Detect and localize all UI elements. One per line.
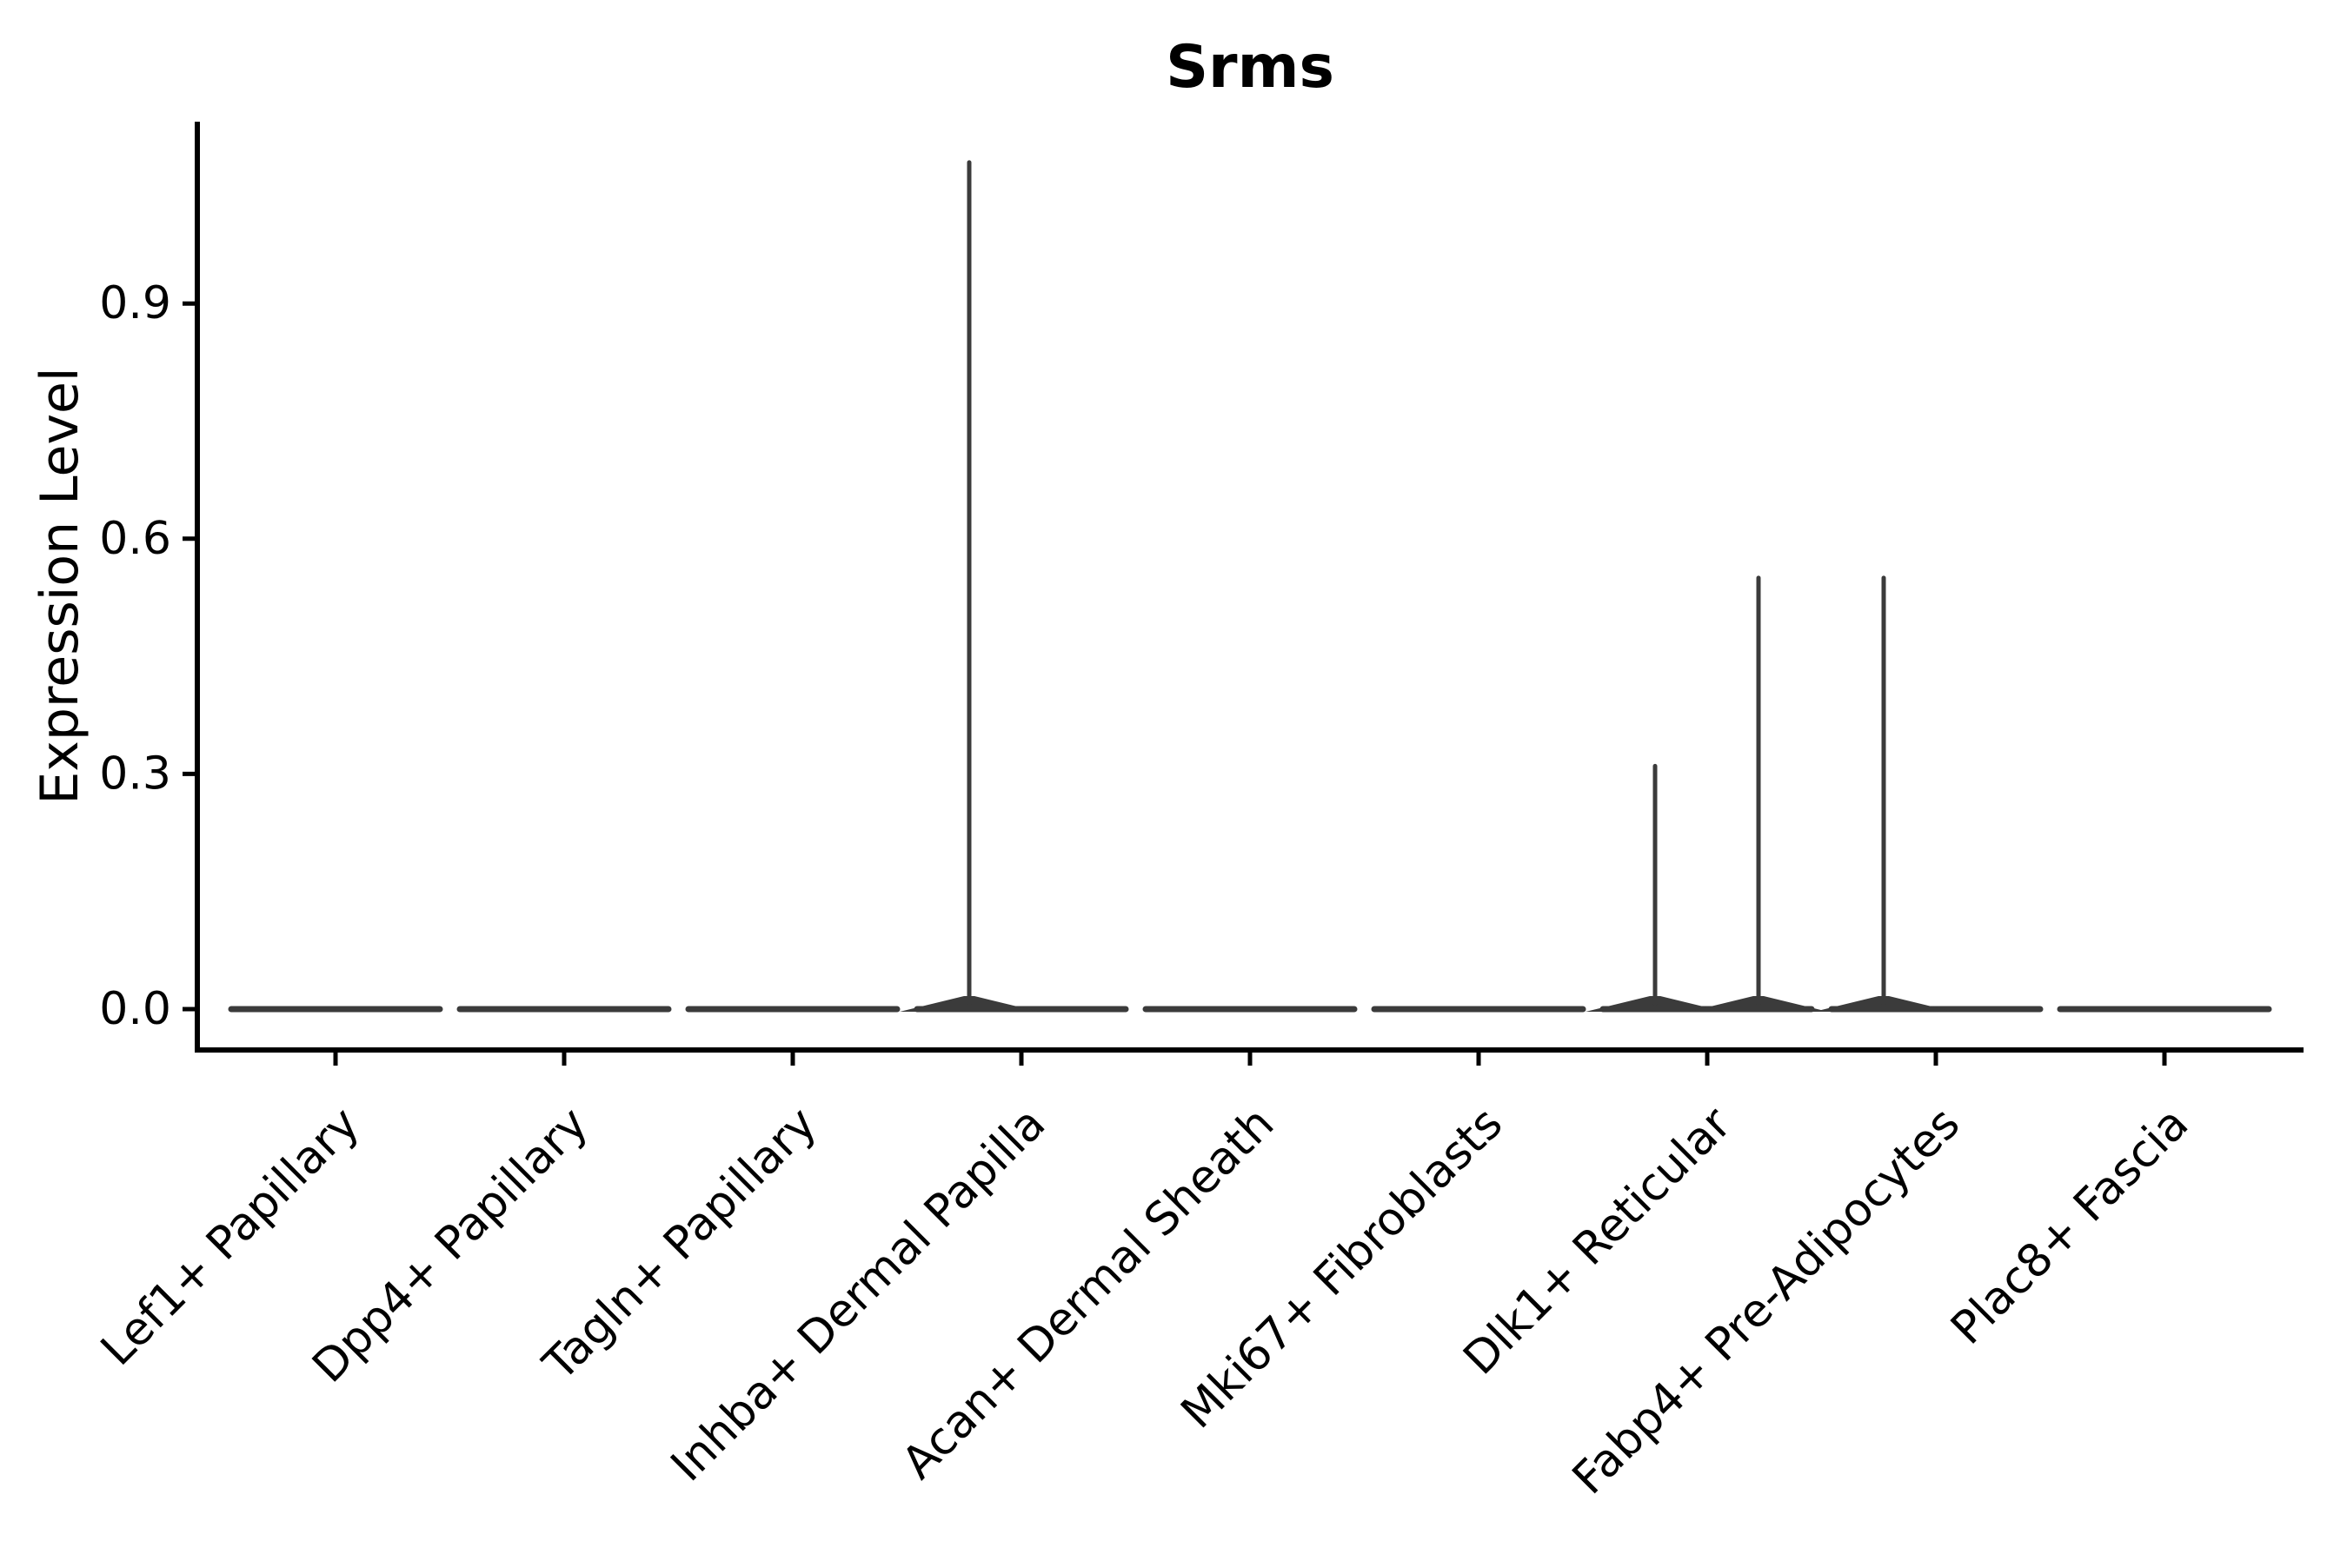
axes	[195, 122, 2304, 1053]
violin	[1814, 575, 2044, 1013]
y-tick-label: 0.6	[99, 513, 171, 565]
y-axis-ticks: 0.0 0.3 0.6 0.9	[99, 277, 197, 1035]
y-tick-label: 0.9	[99, 277, 171, 329]
x-tick-label: Inhba+ Dermal Papilla	[662, 1098, 1055, 1492]
x-tick-label: Plac8+ Fascia	[1941, 1098, 2198, 1355]
violin	[1586, 575, 1828, 1013]
violin	[900, 160, 1129, 1013]
x-tick-label: Fabp4+ Pre-Adipocytes	[1563, 1098, 1970, 1505]
y-tick-label: 0.0	[99, 983, 171, 1035]
chart-title: Srms	[1166, 33, 1334, 102]
y-axis-label: Expression Level	[30, 367, 90, 804]
x-tick-label: Acan+ Dermal Sheath	[893, 1098, 1285, 1490]
y-tick-label: 0.3	[99, 747, 171, 800]
violins	[228, 160, 2272, 1013]
